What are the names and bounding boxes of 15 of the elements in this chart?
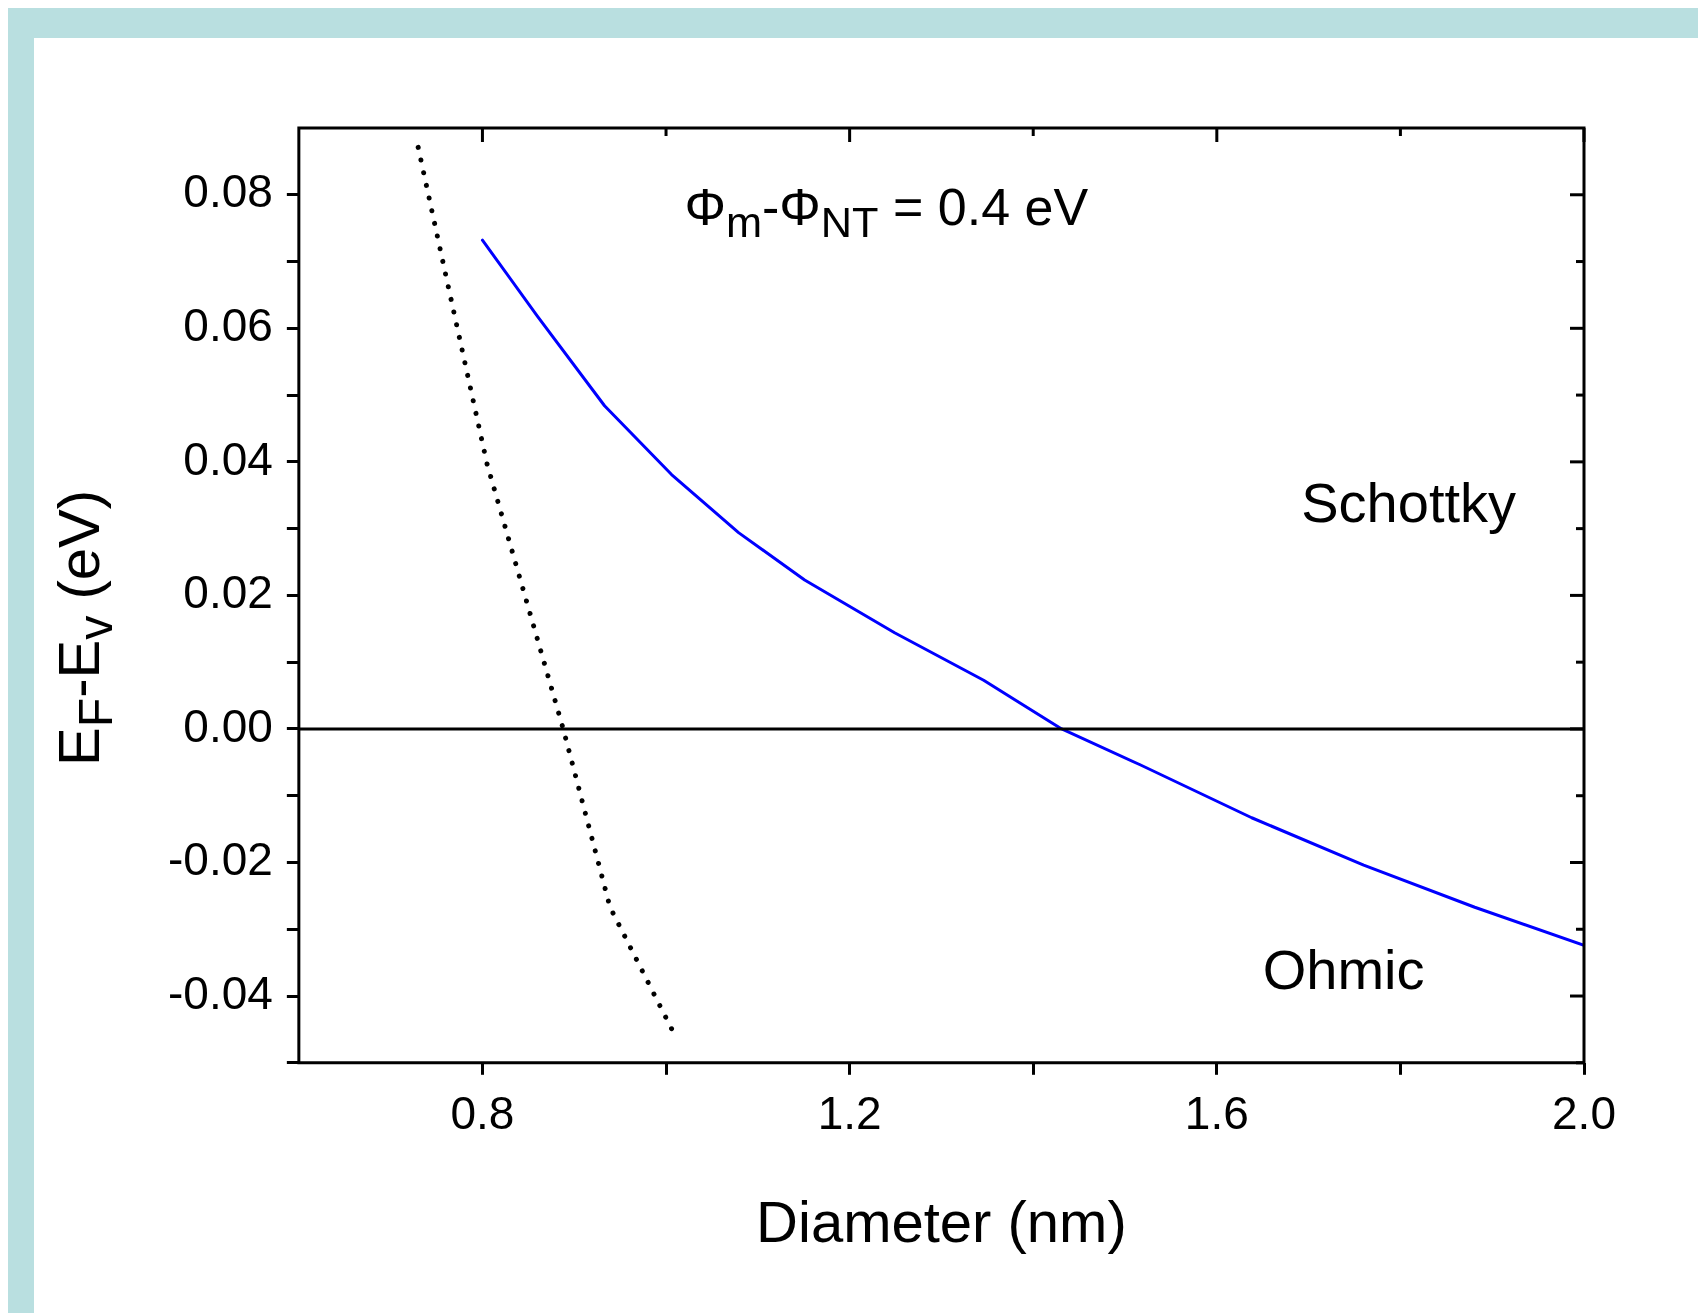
x-tick-label: 2.0 [1552, 1087, 1616, 1140]
x-tick-label: 0.8 [450, 1087, 515, 1140]
y-tick-label: -0.02 [167, 833, 273, 886]
x-tick-label: 1.6 [1184, 1087, 1249, 1140]
annotation: Schottky [1301, 469, 1517, 535]
y-tick-label: 0.00 [183, 699, 273, 752]
y-tick-label: -0.04 [167, 966, 273, 1019]
y-tick-label: 0.06 [183, 299, 273, 351]
y-tick-label: 0.04 [183, 432, 273, 485]
y-tick-label: 0.02 [183, 566, 273, 619]
x-axis-title: Diameter (nm) [756, 1188, 1127, 1255]
annotation: Ohmic [1262, 936, 1425, 1002]
annotation: Φ$_{m}$-Φ$_{NT}$ = 0.4 eV [684, 177, 1089, 247]
y-tick-label: 0.08 [183, 165, 273, 218]
x-tick-label: 1.2 [817, 1087, 882, 1140]
